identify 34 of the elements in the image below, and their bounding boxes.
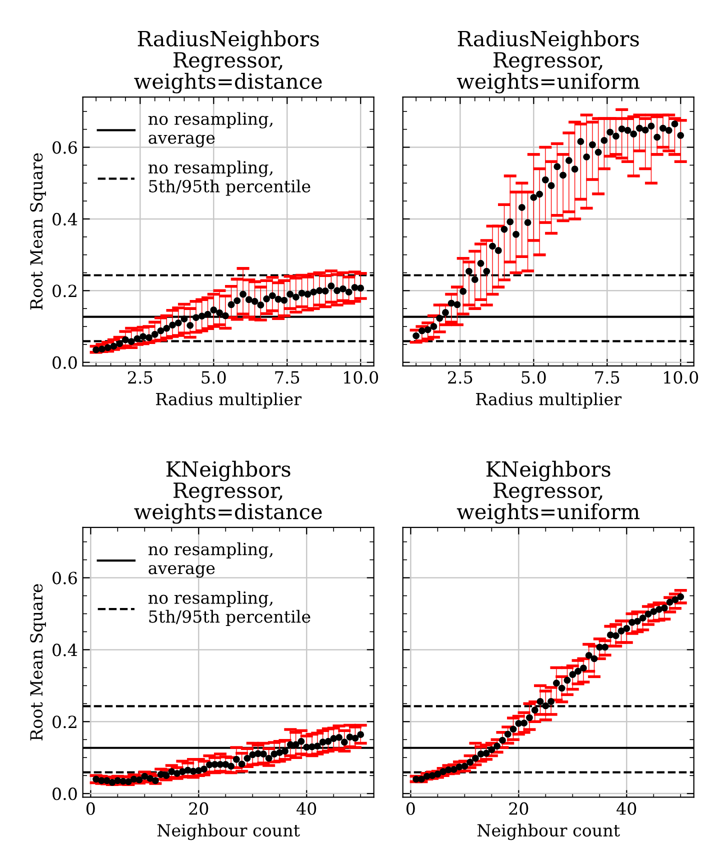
- x-tick-label: 0: [406, 802, 415, 815]
- y-tick-label: 0.0: [52, 356, 77, 369]
- x-tick-label: 20: [189, 802, 208, 815]
- chart-title: RadiusNeighbors Regressor, weights=distance: [134, 30, 322, 94]
- x-axis-title: Radius multiplier: [476, 392, 622, 409]
- y-axis-title: Root Mean Square: [30, 584, 46, 740]
- chart-title: RadiusNeighbors Regressor, weights=uniform: [456, 30, 640, 94]
- x-tick-label: 40: [616, 802, 636, 815]
- x-tick-label: 7.5: [275, 371, 300, 384]
- y-tick-label: 0.6: [52, 572, 77, 584]
- x-tick-label: 10.0: [344, 371, 378, 384]
- x-tick-label: 20: [509, 802, 528, 815]
- y-tick-label: 0.4: [52, 212, 78, 226]
- chart-title: KNeighbors Regressor, weights=uniform: [456, 460, 640, 524]
- x-tick-label: 40: [296, 802, 316, 815]
- x-tick-label: 5.0: [522, 371, 546, 384]
- x-tick-label: 5.0: [202, 371, 226, 384]
- y-tick-label: 0.2: [52, 284, 76, 298]
- legend-label: no resampling, 5th/95th percentile: [148, 160, 310, 196]
- x-axis-title: Neighbour count: [157, 824, 300, 840]
- x-axis-title: Radius multiplier: [156, 392, 302, 409]
- y-axis-title: Root Mean Square: [30, 153, 46, 310]
- x-axis-title: Neighbour count: [477, 824, 620, 840]
- y-tick-label: 0.0: [52, 788, 77, 800]
- chart-title: KNeighbors Regressor, weights=distance: [134, 460, 322, 524]
- x-tick-label: 10.0: [664, 371, 698, 384]
- x-tick-label: 2.5: [448, 371, 472, 384]
- x-tick-label: 7.5: [595, 371, 620, 384]
- legend-label: no resampling, 5th/95th percentile: [148, 591, 310, 626]
- x-tick-label: 2.5: [128, 371, 152, 384]
- y-tick-label: 0.2: [52, 716, 76, 728]
- y-tick-label: 0.4: [52, 644, 78, 656]
- x-tick-label: 0: [86, 802, 95, 815]
- y-tick-label: 0.6: [52, 141, 77, 154]
